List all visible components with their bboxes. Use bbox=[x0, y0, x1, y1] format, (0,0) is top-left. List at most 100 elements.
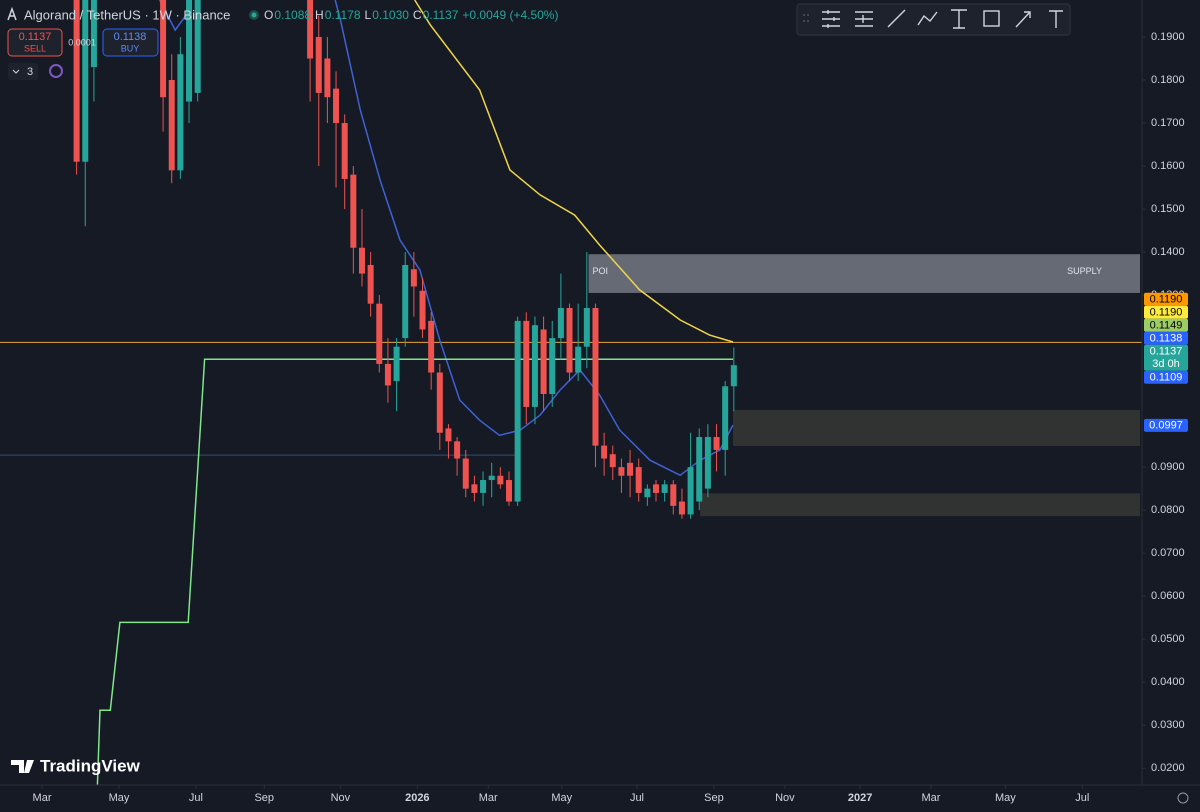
y-tick-label: 0.0200 bbox=[1151, 762, 1185, 774]
tool-fib[interactable] bbox=[822, 10, 840, 28]
x-tick-label: Jul bbox=[630, 792, 644, 804]
tool-trend[interactable] bbox=[887, 9, 906, 28]
tool-measure[interactable] bbox=[951, 9, 967, 29]
candle-body bbox=[186, 0, 193, 102]
y-tick-label: 0.1500 bbox=[1151, 203, 1185, 215]
x-tick-label: May bbox=[551, 792, 572, 804]
trade-buttons: 0.1137 SELL 0.0001 0.1138 BUY 3 bbox=[7, 28, 159, 80]
candle-body bbox=[402, 264, 409, 339]
y-tick-label: 0.1600 bbox=[1151, 160, 1185, 172]
candle-body bbox=[410, 269, 417, 287]
candle-body bbox=[549, 338, 556, 395]
y-tick-label: 0.0300 bbox=[1151, 719, 1185, 731]
indicator-count: 3 bbox=[27, 66, 33, 78]
candle-body bbox=[480, 480, 487, 493]
price-tag-label: 0.1190 bbox=[1150, 306, 1183, 318]
grip bbox=[803, 14, 809, 22]
zone-label: SUPPLY bbox=[1067, 266, 1102, 276]
price-tag-label: 0.1190 bbox=[1150, 293, 1183, 305]
y-tick-label: 0.1700 bbox=[1151, 117, 1185, 129]
price-tag-label: 0.1149 bbox=[1150, 319, 1183, 331]
x-tick-label: Sep bbox=[254, 792, 274, 804]
settings-icon[interactable] bbox=[1177, 792, 1189, 804]
candle-body bbox=[575, 346, 582, 373]
y-tick-label: 0.0700 bbox=[1151, 547, 1185, 559]
axes: 0.19000.18000.17000.16000.15000.14000.13… bbox=[33, 31, 1188, 804]
buy-button[interactable] bbox=[102, 28, 159, 57]
candle-body bbox=[505, 480, 512, 502]
price-tag bbox=[1144, 370, 1188, 384]
candle-body bbox=[497, 475, 504, 485]
candle-body bbox=[90, 0, 97, 68]
candle-body bbox=[462, 458, 469, 489]
candle-body bbox=[531, 325, 538, 407]
candle-body bbox=[307, 0, 314, 59]
sell-price: 0.1137 bbox=[19, 31, 52, 43]
candle-body bbox=[160, 0, 167, 98]
price-tag-label: 0.0997 bbox=[1149, 420, 1183, 432]
y-tick-label: 0.1900 bbox=[1151, 31, 1185, 43]
ohlc-value: 0.1178 bbox=[325, 8, 361, 22]
candle-body bbox=[367, 264, 374, 304]
plot-area: POI SUPPLY bbox=[0, 0, 1142, 785]
tool-text[interactable] bbox=[1049, 10, 1063, 28]
candle-body bbox=[635, 467, 642, 493]
x-tick-label: 2027 bbox=[848, 792, 872, 804]
status-dot-inner bbox=[251, 12, 257, 18]
watermark-text: TradingView bbox=[40, 756, 141, 775]
x-tick-label: May bbox=[109, 792, 130, 804]
tool-fib-ext[interactable] bbox=[855, 11, 873, 27]
x-tick-label: Jul bbox=[1075, 792, 1089, 804]
candle-body bbox=[713, 437, 720, 450]
candle-body bbox=[557, 307, 564, 339]
price-tag bbox=[1144, 418, 1188, 432]
ohlc: O 0.1088 H 0.1178 L 0.1030 C 0.1137 +0.0049 (+4.… bbox=[264, 8, 558, 22]
x-tick-label: Jul bbox=[189, 792, 203, 804]
x-tick-label: Mar bbox=[479, 792, 498, 804]
sync-icon[interactable] bbox=[49, 64, 63, 78]
y-tick-label: 0.0500 bbox=[1151, 633, 1185, 645]
candle-body bbox=[194, 0, 201, 93]
price-tag-countdown: 3d 0h bbox=[1152, 358, 1180, 370]
y-tick-label: 0.0900 bbox=[1151, 461, 1185, 473]
ohlc-value: 0.1030 bbox=[372, 8, 409, 22]
x-tick-label: Nov bbox=[775, 792, 795, 804]
candle-body bbox=[471, 484, 478, 493]
candle-body bbox=[601, 445, 608, 459]
zone bbox=[700, 493, 1140, 517]
tv-logo bbox=[11, 760, 34, 773]
drawing-toolbar bbox=[796, 3, 1071, 36]
price-tag-label: 0.1109 bbox=[1150, 371, 1183, 383]
candle-body bbox=[419, 290, 426, 330]
header: Algorand / TetherUS · 1W · Binance O 0.10… bbox=[7, 6, 558, 22]
candle-body bbox=[678, 501, 685, 515]
buy-label: BUY bbox=[121, 43, 140, 53]
ohlc-value: 0.1088 bbox=[274, 8, 311, 22]
candle-body bbox=[428, 320, 435, 373]
chevron bbox=[12, 69, 20, 74]
tool-rect[interactable] bbox=[983, 10, 1000, 27]
symbol[interactable]: Algorand / TetherUS · 1W · Binance bbox=[24, 7, 230, 22]
zone-label: POI bbox=[593, 266, 609, 276]
y-tick-label: 0.0600 bbox=[1151, 590, 1185, 602]
candle-body bbox=[445, 428, 452, 442]
price-tag-label: 0.1138 bbox=[1150, 332, 1183, 344]
candle-body bbox=[687, 467, 694, 515]
x-tick-label: Mar bbox=[33, 792, 52, 804]
candle-body bbox=[609, 454, 616, 468]
buy-price: 0.1138 bbox=[114, 31, 147, 43]
candle-body bbox=[704, 437, 711, 489]
change: +0.0049 (+4.50%) bbox=[462, 8, 558, 22]
candle-body bbox=[384, 363, 391, 386]
sell-button[interactable] bbox=[7, 28, 63, 57]
candle-body bbox=[73, 0, 80, 162]
candle-body bbox=[436, 372, 443, 433]
candle-body bbox=[627, 462, 634, 476]
indicators-toggle[interactable] bbox=[8, 63, 38, 80]
tool-pattern[interactable] bbox=[917, 11, 938, 26]
tool-arrow[interactable] bbox=[1015, 11, 1031, 28]
ohlc-key: H bbox=[315, 8, 324, 22]
x-tick-label: Nov bbox=[331, 792, 351, 804]
x-tick-label: Mar bbox=[922, 792, 941, 804]
